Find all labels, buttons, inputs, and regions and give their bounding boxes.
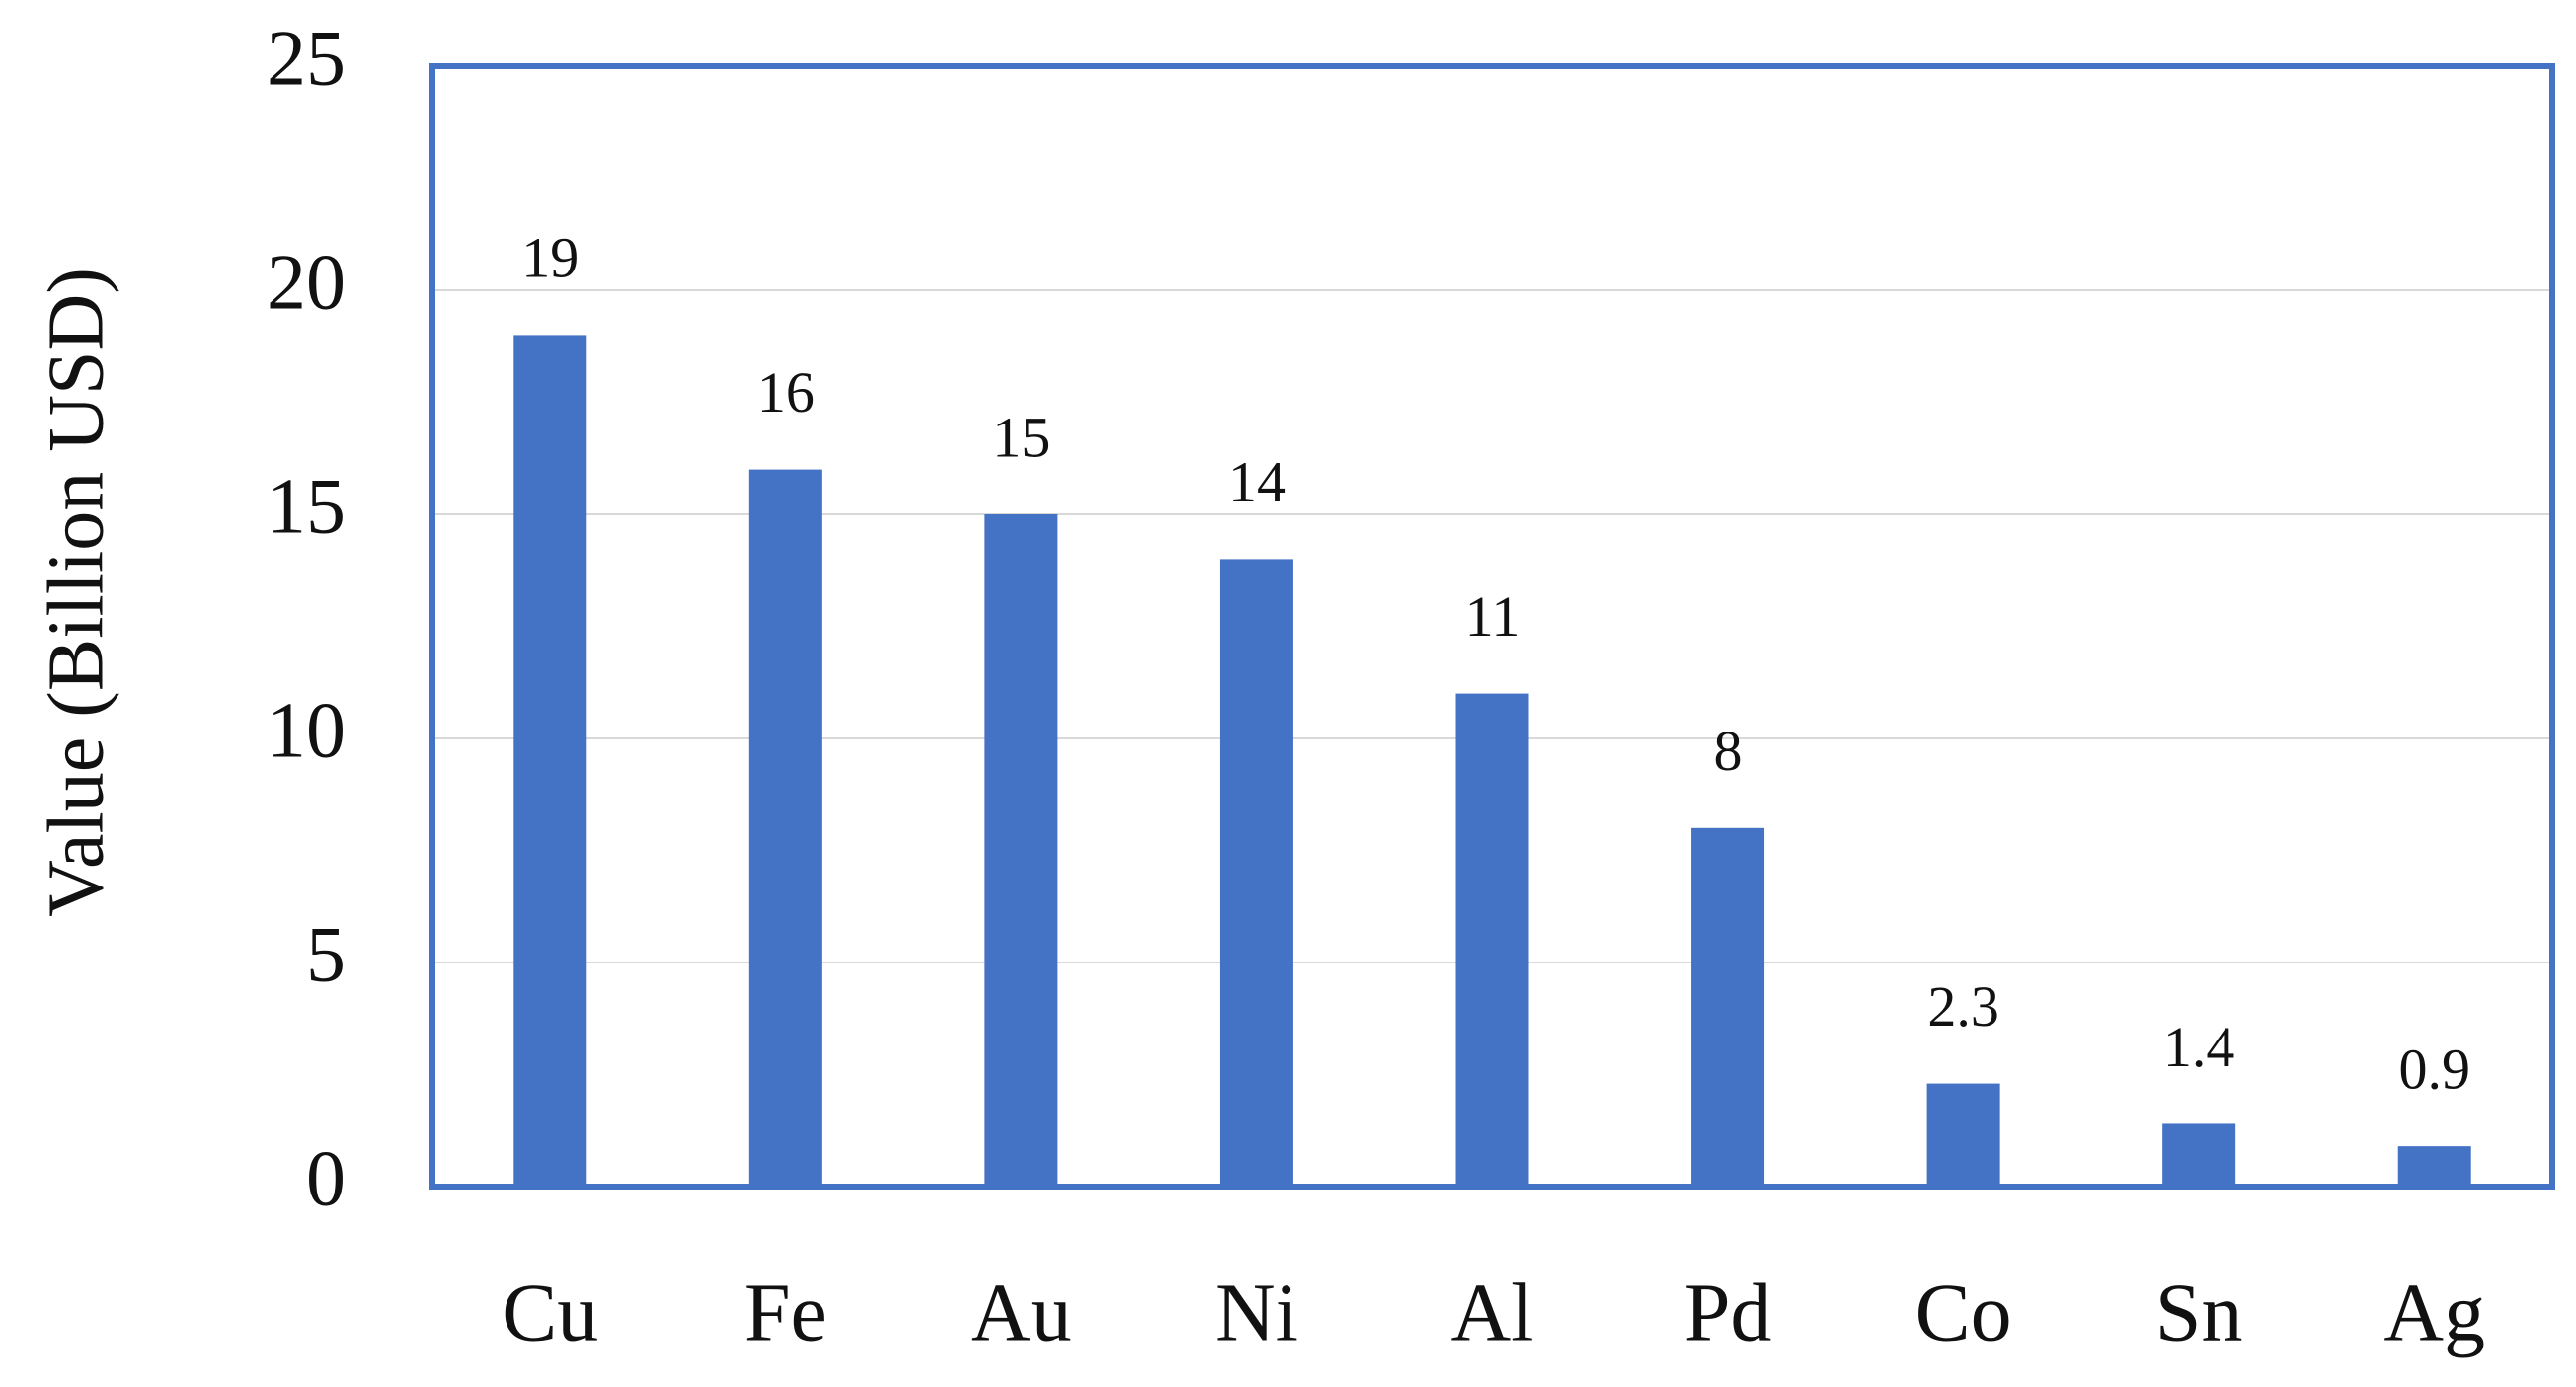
- x-tick-label: Al: [1451, 1267, 1534, 1358]
- plot-frame: [429, 63, 2555, 1190]
- data-label: 1.4: [2163, 1015, 2235, 1079]
- data-label: 8: [1714, 719, 1743, 783]
- bar: [1455, 693, 1529, 1187]
- bar: [1219, 559, 1293, 1187]
- x-tick-label: Fe: [744, 1267, 827, 1358]
- y-tick-label: 20: [267, 239, 346, 326]
- data-label: 19: [521, 226, 579, 290]
- x-tick-label: Sn: [2155, 1267, 2243, 1358]
- bar: [513, 335, 587, 1187]
- x-tick-label: Co: [1915, 1267, 2012, 1358]
- y-tick-label: 10: [267, 687, 346, 774]
- bar: [1926, 1083, 2000, 1187]
- data-label: 2.3: [1927, 974, 1999, 1039]
- y-tick-label: 5: [306, 911, 346, 998]
- x-tick-label: Cu: [502, 1267, 598, 1358]
- bar: [984, 514, 1058, 1187]
- data-label: 11: [1465, 584, 1521, 649]
- bar: [2162, 1123, 2236, 1187]
- data-label: 14: [1228, 450, 1286, 514]
- data-label: 0.9: [2398, 1037, 2470, 1101]
- x-tick-label: Pd: [1684, 1267, 1772, 1358]
- y-axis-label: Value (Billion USD): [33, 268, 119, 917]
- y-tick-label: 15: [267, 463, 346, 550]
- x-tick-label: Ag: [2383, 1267, 2485, 1358]
- bar: [2397, 1146, 2471, 1187]
- bar: [1691, 827, 1765, 1187]
- data-label: 16: [757, 360, 815, 424]
- x-tick-label: Au: [971, 1267, 1072, 1358]
- bar: [748, 469, 822, 1188]
- data-label: 15: [992, 405, 1050, 469]
- x-tick-label: Ni: [1215, 1267, 1298, 1358]
- y-tick-label: 25: [267, 15, 346, 102]
- y-tick-label: 0: [306, 1135, 346, 1222]
